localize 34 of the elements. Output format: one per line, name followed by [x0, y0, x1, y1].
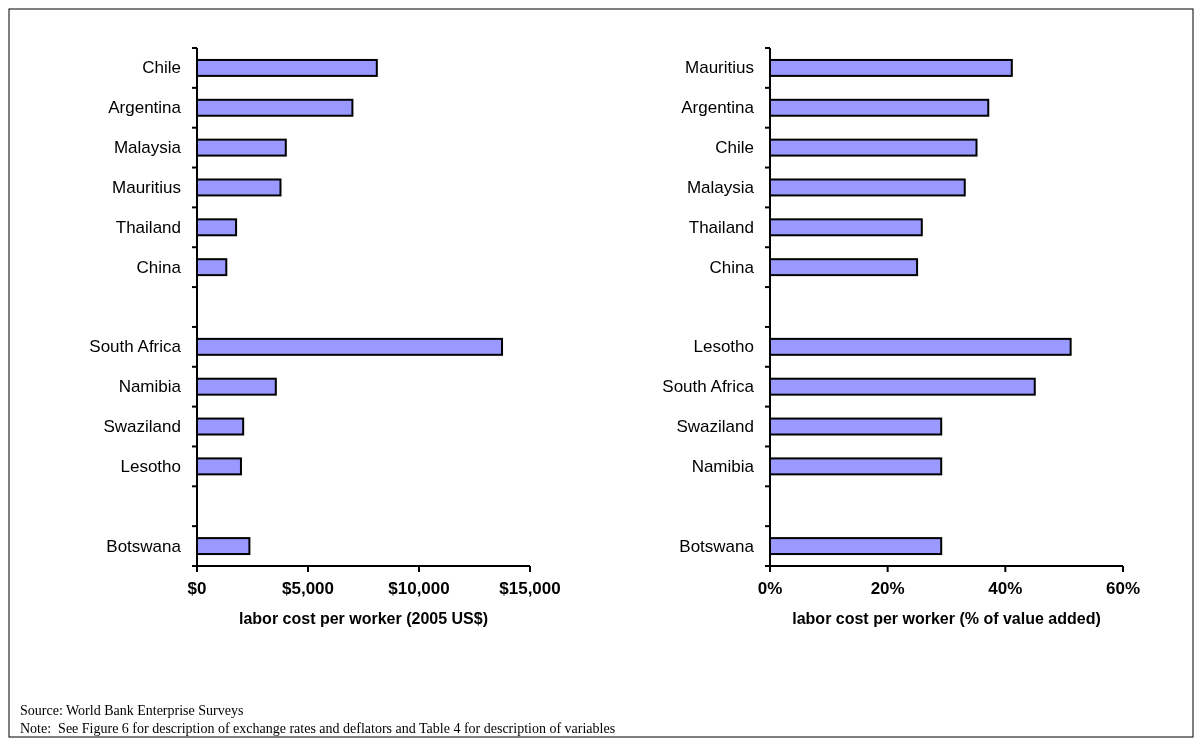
x-tick-label: 20% — [870, 579, 905, 598]
y-tick-label: Chile — [715, 138, 754, 158]
source-note: Source: World Bank Enterprise Surveys — [20, 703, 244, 718]
x-tick-label: $0 — [187, 579, 207, 598]
y-tick-label: China — [709, 257, 755, 277]
text: Note: See Figure 6 for description of exchange rates and deflators and Table 4 for description of variables — [20, 721, 616, 736]
y-tick-label: Namibia — [691, 456, 755, 476]
y-tick-label: Botswana — [106, 536, 182, 556]
y-tick-label: Botswana — [679, 536, 755, 556]
y-tick-label: South Africa — [89, 337, 182, 357]
x-tick-label: 40% — [988, 579, 1023, 598]
y-tick-label: Lesotho — [120, 456, 181, 476]
x-tick-label: 60% — [1105, 579, 1141, 598]
y-tick-label: Thailand — [115, 217, 181, 237]
y-tick-label: Mauritius — [685, 58, 754, 78]
x-tick-label: $10,000 — [388, 579, 450, 598]
y-tick-label: China — [136, 257, 182, 277]
y-tick-label: Swaziland — [103, 417, 181, 437]
y-tick-label: Thailand — [688, 217, 754, 237]
x-axis-title: labor cost per worker (% of value added) — [792, 610, 1101, 627]
y-tick-label: Mauritius — [112, 177, 181, 197]
y-tick-label: Malaysia — [686, 177, 755, 197]
x-tick-label: $15,000 — [499, 579, 561, 598]
x-axis-title: labor cost per worker (2005 US$) — [239, 610, 488, 627]
y-tick-label: Argentina — [681, 98, 755, 118]
y-tick-label: Argentina — [108, 98, 182, 118]
y-tick-label: Namibia — [118, 377, 182, 397]
y-tick-label: Swaziland — [676, 417, 754, 437]
y-tick-label: South Africa — [662, 377, 755, 397]
y-tick-label: Chile — [142, 58, 181, 78]
x-tick-label: $5,000 — [282, 579, 334, 598]
y-tick-label: Lesotho — [693, 337, 754, 357]
x-tick-label: 0% — [757, 579, 783, 598]
y-tick-label: Malaysia — [113, 138, 182, 158]
